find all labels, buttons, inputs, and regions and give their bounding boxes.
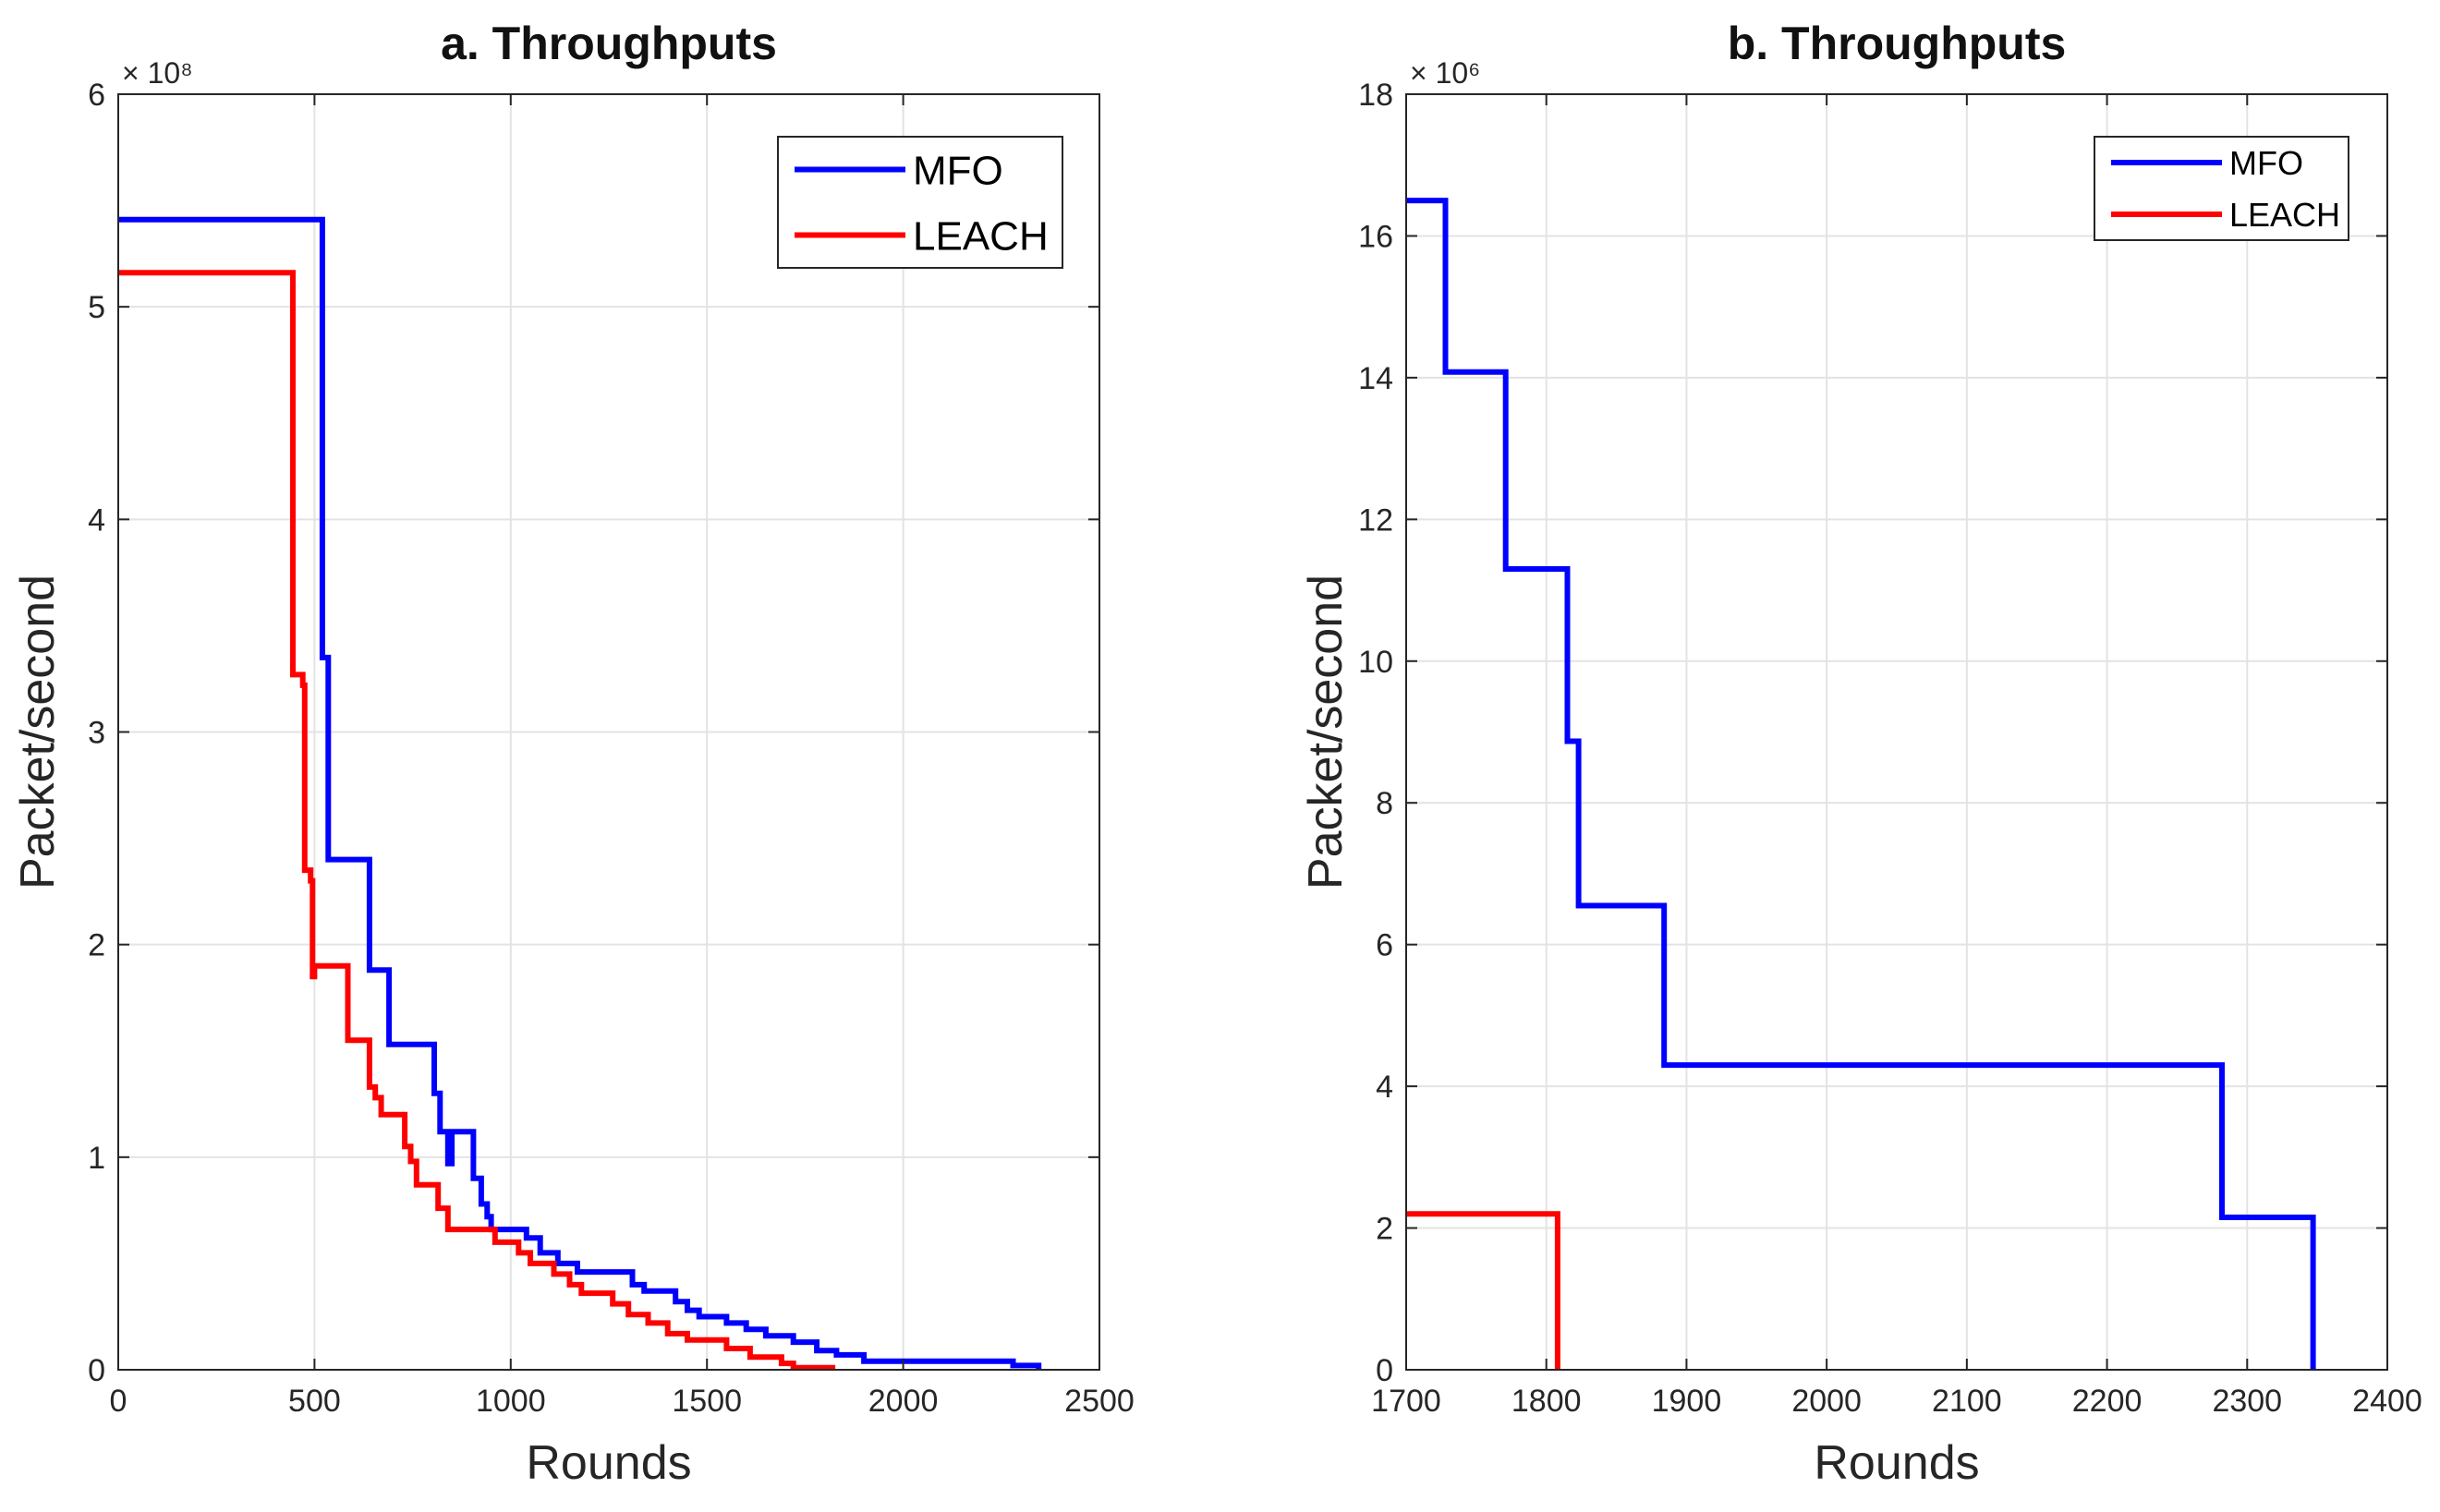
- x-tick-label: 2400: [2352, 1384, 2422, 1419]
- y-axis-label: Packet/second: [11, 575, 65, 889]
- y-tick-label: 2: [1376, 1212, 1393, 1247]
- x-tick-label: 2500: [1064, 1384, 1135, 1419]
- y-tick-label: 0: [1376, 1353, 1393, 1388]
- y-tick-label: 6: [1376, 928, 1393, 963]
- x-axis-label: Rounds: [526, 1436, 691, 1490]
- y-tick-label: 4: [1376, 1070, 1393, 1105]
- legend-label-mfo: MFO: [913, 148, 1003, 193]
- series-line-leach: [1406, 1211, 1560, 1370]
- x-tick-label: 1500: [672, 1384, 742, 1419]
- legend-label-leach: LEACH: [2229, 196, 2340, 234]
- axes-b: 1700 1800 1900 2000 2100 2200 2300 2400 0 2 4 6 8 10 1…: [1299, 18, 2422, 1490]
- y-tick-label: 16: [1358, 219, 1393, 254]
- legend-box: [2094, 136, 2349, 241]
- x-tick-label: 2000: [868, 1384, 939, 1419]
- chart-title: a. Throughputs: [441, 18, 777, 69]
- x-tick-label: 2200: [2072, 1384, 2143, 1419]
- y-tick-label: 1: [88, 1141, 105, 1176]
- series-line-mfo: [1406, 198, 2316, 1370]
- x-tick-label: 1800: [1511, 1384, 1582, 1419]
- x-tick-label: 2000: [1791, 1384, 1862, 1419]
- y-tick-label: 5: [88, 290, 105, 325]
- legend-label-mfo: MFO: [2229, 144, 2303, 182]
- axes-a: 0 500 1000 1500 2000 2500 0 1 2 3 4 5 6 × 10⁸ a. Throu…: [11, 18, 1135, 1490]
- y-tick-label: 2: [88, 928, 105, 963]
- x-tick-label: 2300: [2212, 1384, 2282, 1419]
- legend: MFO LEACH: [2094, 136, 2349, 241]
- series-line-mfo: [118, 216, 1042, 1370]
- y-tick-label: 14: [1358, 361, 1393, 396]
- y-tick-label: 18: [1358, 78, 1393, 113]
- legend-label-leach: LEACH: [913, 213, 1049, 259]
- y-tick-label: 4: [88, 502, 105, 538]
- plot-area: [1406, 94, 2387, 1370]
- legend: MFO LEACH: [777, 136, 1063, 269]
- legend-box: [777, 136, 1063, 269]
- y-tick-label: 8: [1376, 786, 1393, 821]
- x-tick-label: 1900: [1652, 1384, 1722, 1419]
- y-tick-label: 3: [88, 716, 105, 751]
- y-tick-label: 10: [1358, 645, 1393, 680]
- x-tick-label: 2100: [1932, 1384, 2002, 1419]
- y-exponent-label: × 10⁶: [1410, 56, 1480, 90]
- y-tick-label: 12: [1358, 502, 1393, 538]
- x-axis-label: Rounds: [1814, 1436, 1979, 1490]
- axes-box: [1405, 93, 2388, 1371]
- y-axis-label: Packet/second: [1299, 575, 1353, 889]
- y-exponent-label: × 10⁸: [122, 56, 193, 90]
- y-tick-label: 0: [88, 1353, 105, 1388]
- y-tick-label: 6: [88, 78, 105, 113]
- x-tick-label: 0: [110, 1384, 127, 1419]
- x-tick-label: 500: [288, 1384, 341, 1419]
- chart-title: b. Throughputs: [1728, 18, 2067, 69]
- x-tick-label: 1700: [1371, 1384, 1441, 1419]
- x-tick-label: 1000: [476, 1384, 546, 1419]
- series-line-leach: [118, 270, 836, 1371]
